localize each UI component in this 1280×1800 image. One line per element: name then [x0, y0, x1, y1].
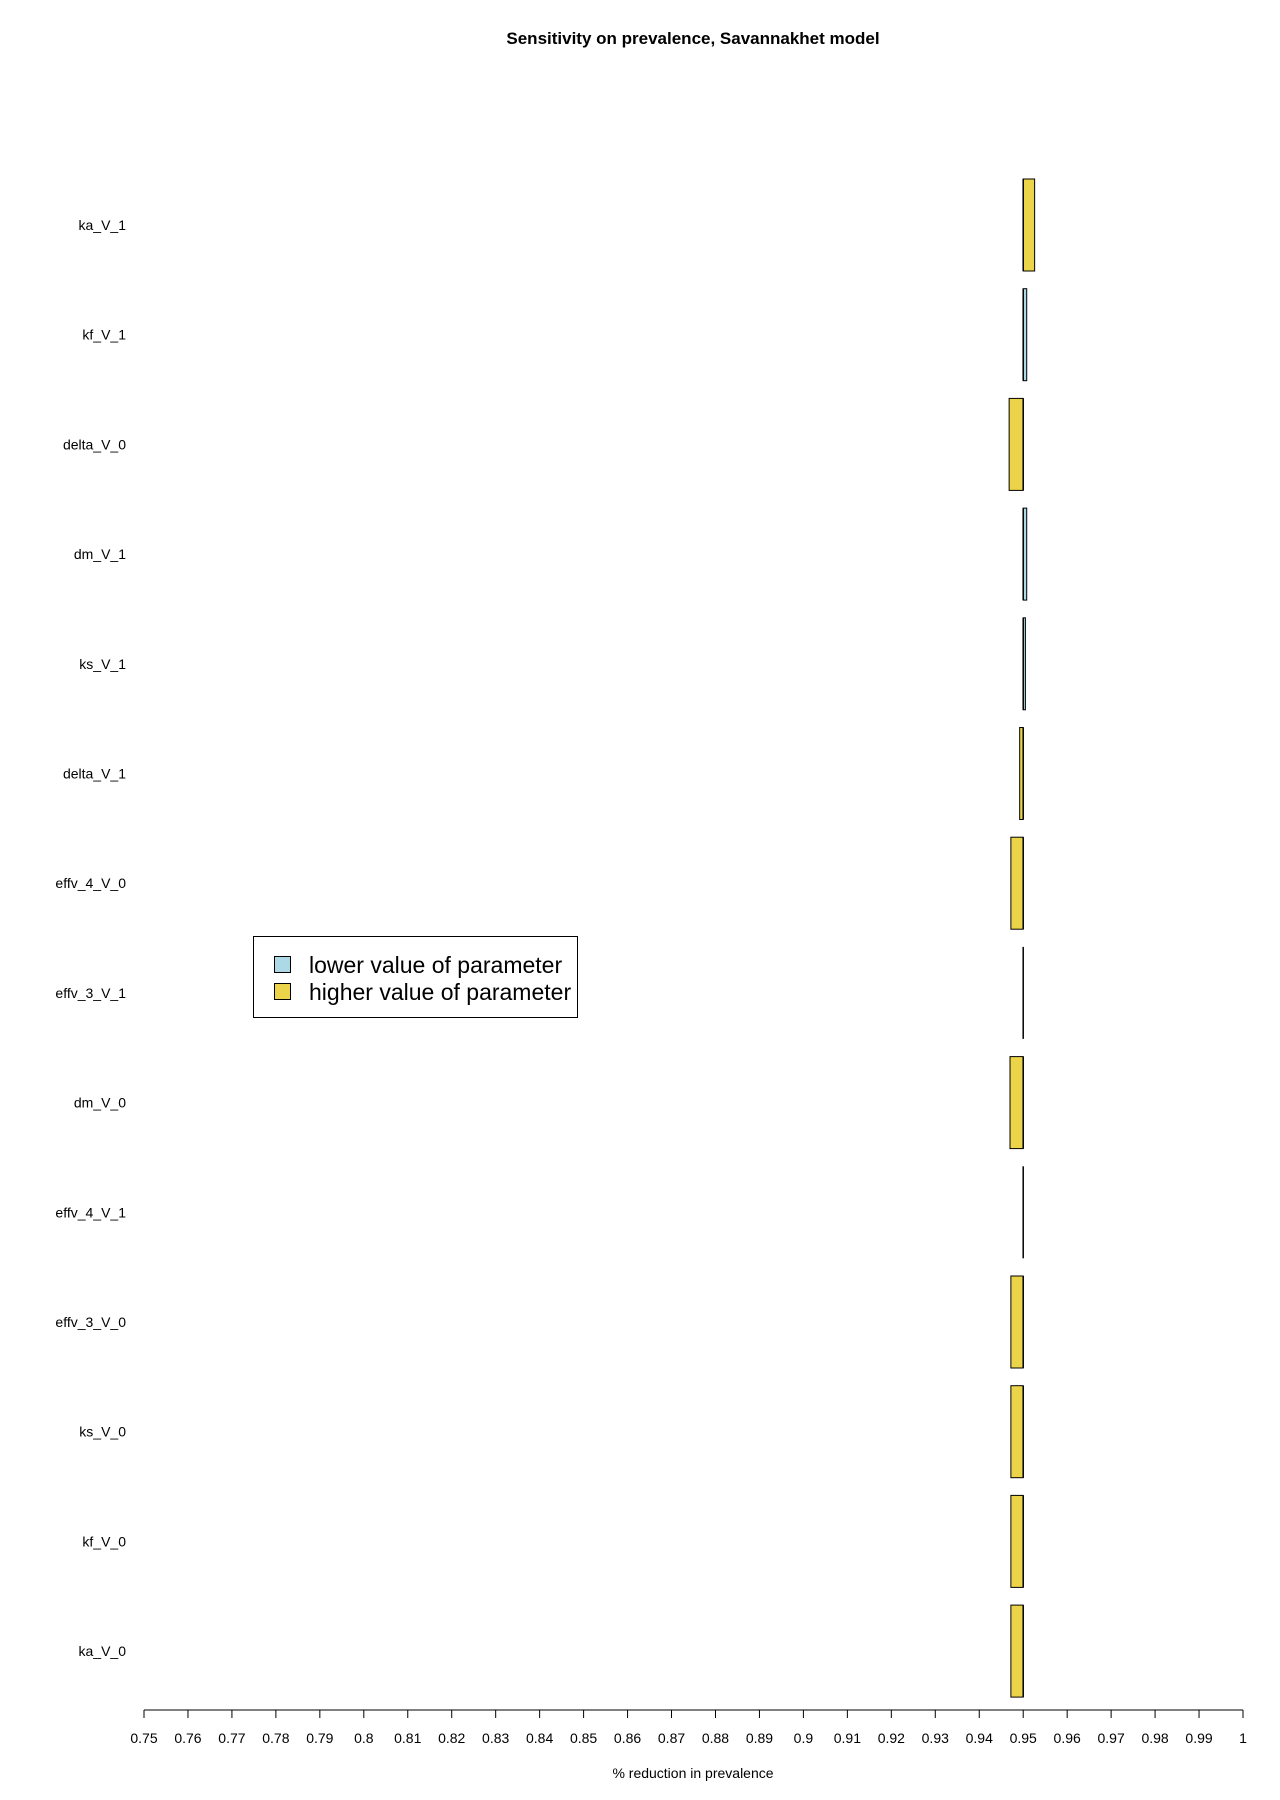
param-label: kf_V_0: [82, 1533, 126, 1549]
bar-higher: [1010, 1494, 1024, 1588]
bar-higher: [1008, 397, 1024, 491]
x-tick-label: 0.81: [394, 1730, 421, 1746]
param-label: dm_V_1: [74, 546, 126, 562]
param-label: delta_V_1: [63, 766, 126, 782]
x-tick-label: 0.76: [174, 1730, 201, 1746]
x-tick-label: 0.99: [1185, 1730, 1212, 1746]
legend: lower value of parameter higher value of…: [253, 936, 578, 1018]
legend-box: [253, 936, 578, 1018]
legend-swatch-lower: [274, 956, 291, 973]
param-label: dm_V_0: [74, 1095, 126, 1111]
x-tick-label: 0.97: [1097, 1730, 1124, 1746]
param-label: ks_V_1: [79, 656, 126, 672]
x-tick-label: 0.88: [702, 1730, 729, 1746]
parameter-labels: ka_V_1 kf_V_1 delta_V_0 dm_V_1 ks_V_1 delta_V…: [55, 217, 126, 1659]
bar-higher: [1022, 178, 1036, 272]
param-label: delta_V_0: [63, 436, 126, 452]
param-label: kf_V_1: [82, 327, 126, 343]
x-tick-label: 1: [1239, 1730, 1247, 1746]
bars-group: [1008, 178, 1036, 1698]
legend-label-lower: lower value of parameter: [309, 952, 562, 978]
legend-label-higher: higher value of parameter: [309, 979, 571, 1005]
x-axis-title: % reduction in prevalence: [612, 1765, 773, 1781]
x-axis: 0.75 0.76 0.77 0.78 0.79 0.8 0.81 0.82 0.83 0.84 0…: [130, 1709, 1247, 1746]
x-tick-label: 0.89: [746, 1730, 773, 1746]
x-tick-label: 0.85: [570, 1730, 597, 1746]
x-tick-label: 0.86: [614, 1730, 641, 1746]
x-tick-label: 0.94: [966, 1730, 993, 1746]
param-label: ka_V_1: [79, 217, 127, 233]
x-tick-label: 0.98: [1141, 1730, 1168, 1746]
bar-higher: [1010, 1385, 1024, 1479]
param-label: effv_4_V_0: [55, 875, 126, 891]
param-label: ks_V_0: [79, 1424, 126, 1440]
x-tick-label: 0.82: [438, 1730, 465, 1746]
x-tick-label: 0.9: [794, 1730, 814, 1746]
bar-higher: [1010, 1604, 1024, 1698]
bar-higher: [1010, 1275, 1024, 1369]
bar-higher: [1010, 836, 1024, 930]
param-label: effv_3_V_0: [55, 1314, 126, 1330]
x-tick-label: 0.75: [130, 1730, 157, 1746]
x-tick-label: 0.95: [1010, 1730, 1037, 1746]
x-tick-label: 0.91: [834, 1730, 861, 1746]
x-tick-label: 0.92: [878, 1730, 905, 1746]
x-tick-label: 0.78: [262, 1730, 289, 1746]
x-tick-label: 0.84: [526, 1730, 553, 1746]
x-tick-label: 0.77: [218, 1730, 245, 1746]
x-tick-label: 0.87: [658, 1730, 685, 1746]
chart-title: Sensitivity on prevalence, Savannakhet m…: [506, 29, 879, 48]
x-tick-label: 0.83: [482, 1730, 509, 1746]
param-label: ka_V_0: [79, 1643, 127, 1659]
legend-swatch-higher: [274, 983, 291, 1000]
param-label: effv_4_V_1: [55, 1204, 126, 1220]
x-tick-label: 0.96: [1054, 1730, 1081, 1746]
x-tick-label: 0.79: [306, 1730, 333, 1746]
bar-higher: [1009, 1056, 1024, 1150]
x-tick-label: 0.93: [922, 1730, 949, 1746]
param-label: effv_3_V_1: [55, 985, 126, 1001]
x-tick-label: 0.8: [354, 1730, 374, 1746]
